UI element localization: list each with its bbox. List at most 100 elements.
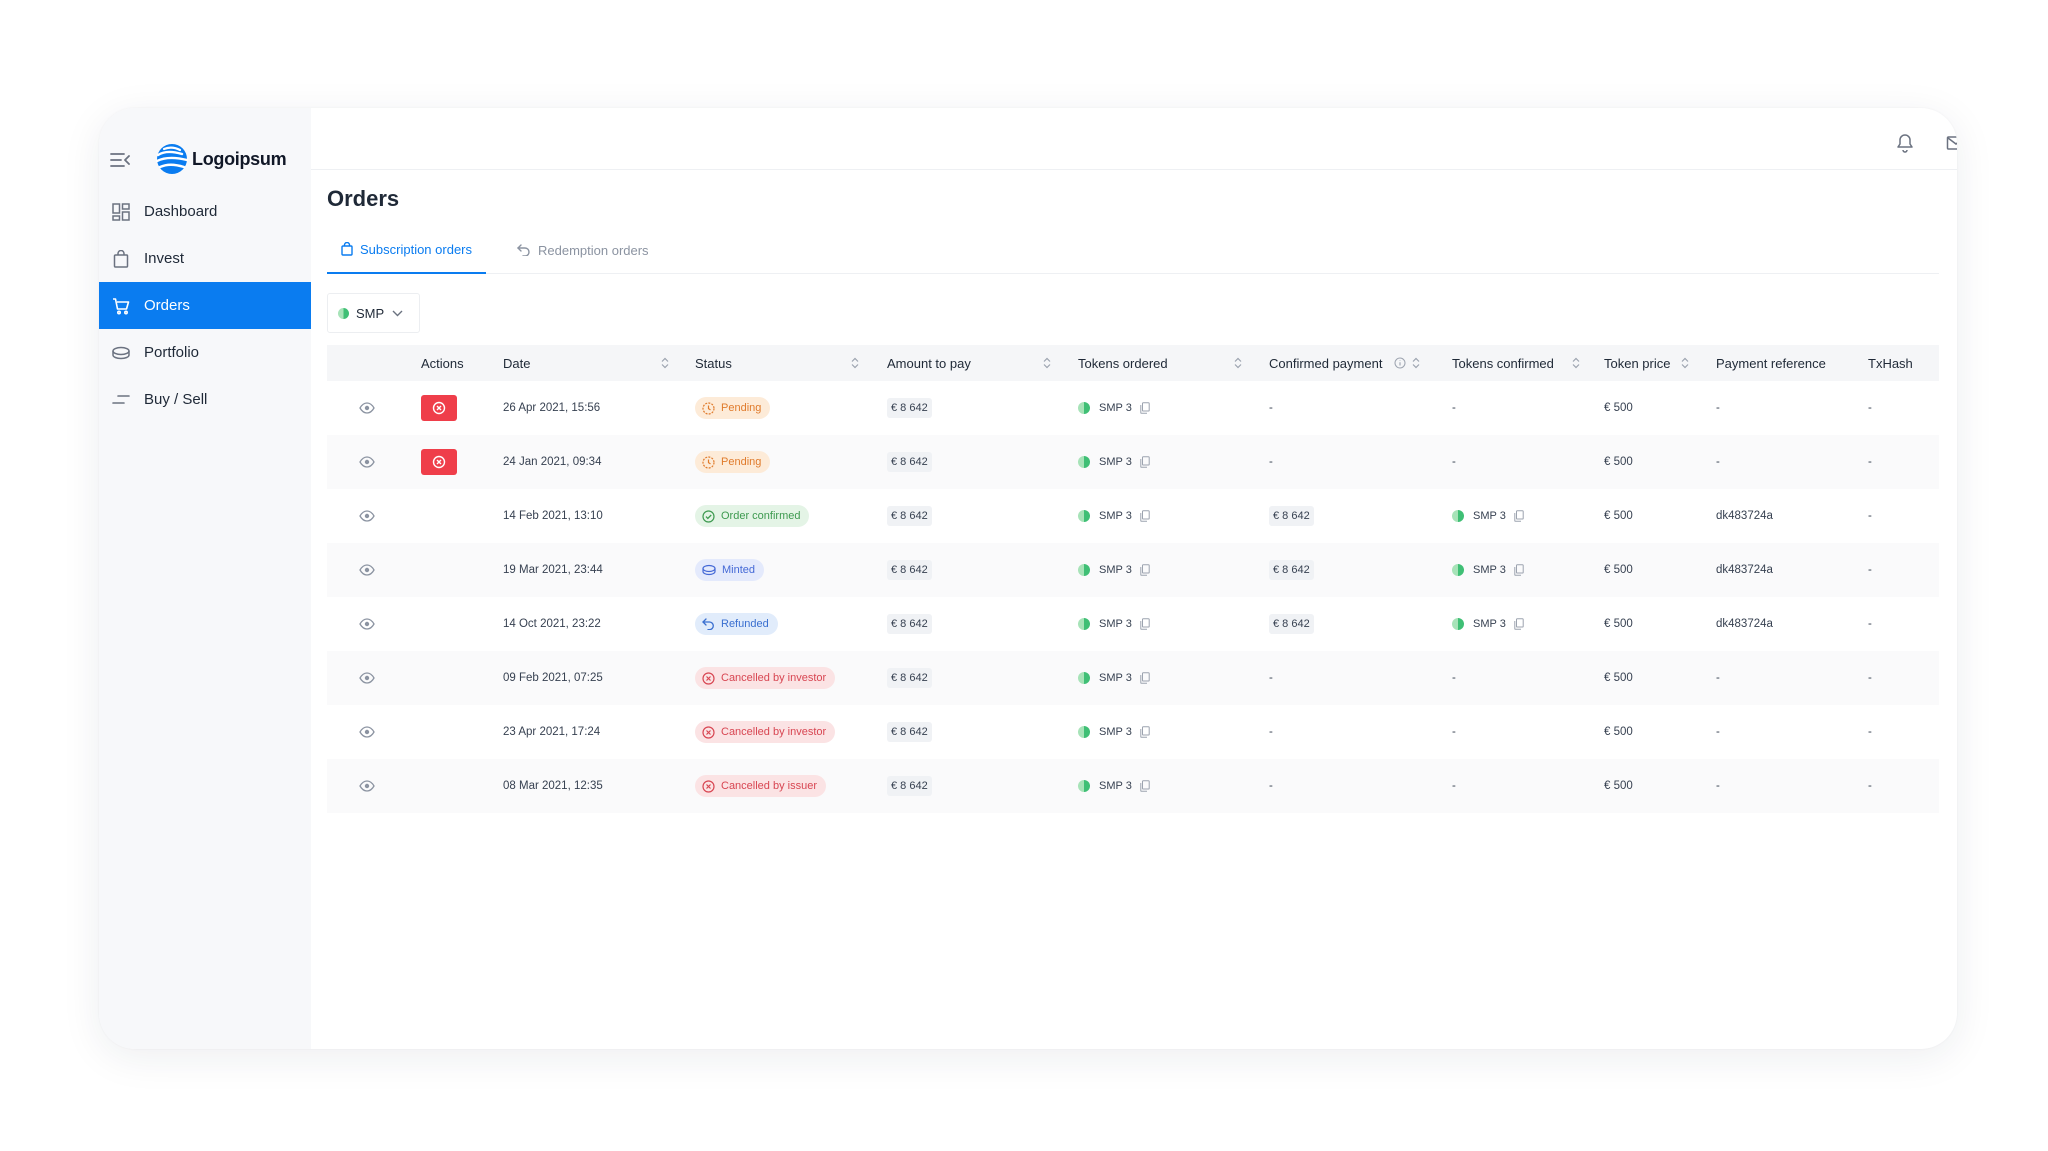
x-circle-icon xyxy=(432,455,446,469)
column-header-tokens-confirmed[interactable]: Tokens confirmed xyxy=(1452,355,1554,371)
amount-cell: € 8 642 xyxy=(887,489,932,543)
token-amount: SMP 3 xyxy=(1099,564,1132,576)
eye-icon[interactable] xyxy=(359,618,375,630)
token-amount: SMP 3 xyxy=(1473,510,1506,522)
cart-icon xyxy=(111,296,131,316)
eye-icon[interactable] xyxy=(359,672,375,684)
menu-collapse-icon[interactable] xyxy=(109,150,131,170)
sidebar-item-label: Invest xyxy=(144,250,185,267)
bell-icon[interactable] xyxy=(1894,132,1916,154)
column-header-confirmed-payment[interactable]: Confirmed payment xyxy=(1269,355,1383,371)
sort-icon[interactable] xyxy=(1681,357,1689,369)
column-header-tokens-ordered[interactable]: Tokens ordered xyxy=(1078,355,1168,371)
table-row: 19 Mar 2021, 23:44 Minted € 8 642 SMP 3 € 8 … xyxy=(327,543,1939,597)
token-icon xyxy=(1078,456,1090,468)
cancel-order-button[interactable] xyxy=(421,395,457,421)
mail-icon[interactable] xyxy=(1945,132,1957,154)
txhash: - xyxy=(1868,726,1872,738)
column-header-amount-to-pay[interactable]: Amount to pay xyxy=(887,355,971,371)
tab-subscription-orders[interactable]: Subscription orders xyxy=(327,226,486,274)
payment-reference-cell: - xyxy=(1716,759,1720,813)
eye-icon[interactable] xyxy=(359,510,375,522)
tokens-confirmed: - xyxy=(1452,726,1456,738)
tokens-confirmed: - xyxy=(1452,780,1456,792)
eye-icon[interactable] xyxy=(359,780,375,792)
tokens-confirmed-cell: - xyxy=(1452,651,1456,705)
amount-chip: € 8 642 xyxy=(887,506,932,526)
copy-icon[interactable] xyxy=(1140,780,1150,792)
payment-reference-cell: - xyxy=(1716,435,1720,489)
copy-icon[interactable] xyxy=(1140,726,1150,738)
cancel-order-button[interactable] xyxy=(421,449,457,475)
date-cell: 14 Oct 2021, 23:22 xyxy=(503,597,601,651)
copy-icon[interactable] xyxy=(1514,510,1524,522)
eye-icon[interactable] xyxy=(359,456,375,468)
copy-icon[interactable] xyxy=(1140,618,1150,630)
sidebar-item-dashboard[interactable]: Dashboard xyxy=(99,188,311,235)
copy-icon[interactable] xyxy=(1140,564,1150,576)
info-icon[interactable] xyxy=(1394,357,1406,369)
copy-icon[interactable] xyxy=(1140,402,1150,414)
payment-reference: dk483724a xyxy=(1716,510,1773,522)
payment-reference: - xyxy=(1716,672,1720,684)
txhash: - xyxy=(1868,618,1872,630)
logo-text: Logoipsum xyxy=(192,149,287,169)
view-cell xyxy=(359,651,375,705)
sort-icon[interactable] xyxy=(661,357,669,369)
sort-icon[interactable] xyxy=(851,357,859,369)
eye-icon[interactable] xyxy=(359,402,375,414)
table-body: 26 Apr 2021, 15:56 Pending € 8 642 SMP 3 - - €… xyxy=(327,381,1939,813)
amount-cell: € 8 642 xyxy=(887,543,932,597)
status-badge: Minted xyxy=(695,559,765,581)
tokens-ordered-cell: SMP 3 xyxy=(1078,705,1150,759)
copy-icon[interactable] xyxy=(1140,456,1150,468)
amount-chip: € 8 642 xyxy=(1269,560,1314,580)
token-filter-select[interactable]: SMP xyxy=(327,293,420,333)
status-label: Cancelled by investor xyxy=(721,672,827,684)
status-label: Cancelled by investor xyxy=(721,726,827,738)
amount-cell: € 8 642 xyxy=(887,651,932,705)
txhash: - xyxy=(1868,672,1872,684)
token-cell: SMP 3 xyxy=(1078,402,1150,414)
undo-icon xyxy=(517,244,530,256)
tab-label: Redemption orders xyxy=(538,242,649,258)
sidebar-item-orders[interactable]: Orders xyxy=(99,282,311,329)
copy-icon[interactable] xyxy=(1140,510,1150,522)
eye-icon[interactable] xyxy=(359,564,375,576)
logo-icon xyxy=(156,144,188,174)
sidebar-item-buy-sell[interactable]: Buy / Sell xyxy=(99,376,311,423)
coin-icon xyxy=(702,564,716,576)
sort-icon[interactable] xyxy=(1412,357,1420,369)
confirmed-payment-cell: - xyxy=(1269,759,1273,813)
column-header-txhash: TxHash xyxy=(1868,355,1913,371)
copy-icon[interactable] xyxy=(1514,618,1524,630)
copy-icon[interactable] xyxy=(1514,564,1524,576)
status-cell: Pending xyxy=(695,381,771,435)
column-header-date[interactable]: Date xyxy=(503,355,531,371)
column-header-token-price[interactable]: Token price xyxy=(1604,355,1671,371)
status-badge: Cancelled by issuer xyxy=(695,775,826,797)
status-label: Minted xyxy=(722,564,756,576)
token-cell: SMP 3 xyxy=(1078,780,1150,792)
sidebar-item-portfolio[interactable]: Portfolio xyxy=(99,329,311,376)
column-header-status[interactable]: Status xyxy=(695,355,732,371)
tab-redemption-orders[interactable]: Redemption orders xyxy=(517,226,649,274)
token-amount: SMP 3 xyxy=(1099,780,1132,792)
tab-label: Subscription orders xyxy=(360,241,472,257)
payment-reference: - xyxy=(1716,726,1720,738)
confirmed-payment-cell: € 8 642 xyxy=(1269,597,1314,651)
sort-icon[interactable] xyxy=(1043,357,1051,369)
view-cell xyxy=(359,489,375,543)
sort-icon[interactable] xyxy=(1234,357,1242,369)
eye-icon[interactable] xyxy=(359,726,375,738)
sort-icon[interactable] xyxy=(1572,357,1580,369)
token-price: € 500 xyxy=(1604,726,1633,738)
top-bar xyxy=(311,108,1957,170)
confirmed-payment: - xyxy=(1269,456,1273,468)
token-price-cell: € 500 xyxy=(1604,597,1633,651)
sidebar-item-invest[interactable]: Invest xyxy=(99,235,311,282)
check-circle-icon xyxy=(702,509,715,523)
copy-icon[interactable] xyxy=(1140,672,1150,684)
amount-chip: € 8 642 xyxy=(887,560,932,580)
token-price-cell: € 500 xyxy=(1604,489,1633,543)
